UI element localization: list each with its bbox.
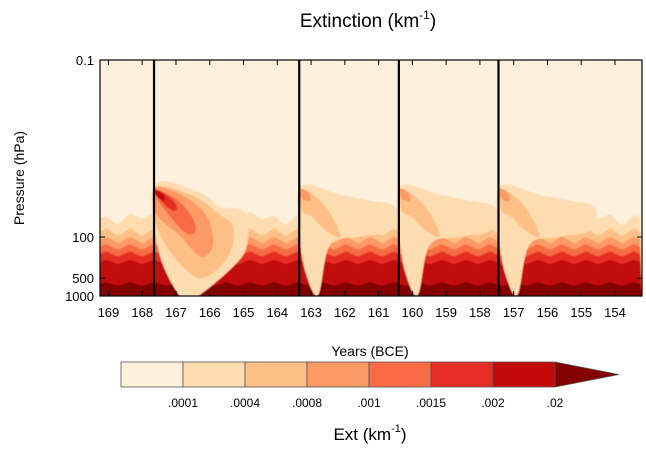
y-tick-label-1000: 1000 — [65, 289, 94, 304]
x-tick-label-164: 164 — [266, 305, 288, 320]
colorbar-segment-1 — [120, 361, 184, 388]
plot-frame — [99, 59, 643, 297]
colorbar-extend-arrow — [554, 361, 620, 388]
x-tick-label-161: 161 — [368, 305, 390, 320]
x-tick-label-156: 156 — [537, 305, 559, 320]
colorbar-segment-4 — [306, 361, 370, 388]
colorbar-label-3: .0008 — [292, 396, 322, 410]
x-tick-label-169: 169 — [98, 305, 120, 320]
x-tick-label-157: 157 — [503, 305, 525, 320]
colorbar-label-2: .0004 — [230, 396, 260, 410]
plume-167.65-level-6 — [154, 189, 166, 201]
y-axis-label: Pressure (hPa) — [11, 131, 27, 225]
lower-troposphere-band-7 — [100, 282, 642, 296]
x-tick-label-165: 165 — [233, 305, 255, 320]
colorbar: .0001 .0004 .0008 .001 .0015 .002 .02 — [120, 361, 620, 410]
colorbar-title: Ext (km-1) — [333, 423, 406, 444]
x-tick-label-160: 160 — [402, 305, 424, 320]
chart-title-close: ) — [430, 11, 436, 32]
x-tick-label-168: 168 — [131, 305, 153, 320]
chart-title-text: Extinction (km — [300, 11, 419, 32]
x-tick-label-155: 155 — [570, 305, 592, 320]
colorbar-segment-2 — [182, 361, 246, 388]
colorbar-title-superscript: -1 — [391, 423, 401, 435]
plume-160.4-level-3 — [399, 188, 411, 202]
colorbar-label-1: .0001 — [168, 396, 198, 410]
x-tick-label-162: 162 — [334, 305, 356, 320]
colorbar-label-6: .002 — [481, 396, 505, 410]
colorbar-segment-3 — [244, 361, 308, 388]
colorbar-segment-6 — [430, 361, 494, 388]
colorbar-title-close: ) — [401, 425, 407, 444]
x-axis: 169 168 167 166 165 164 163 162 161 160 159 158 157 1… — [98, 60, 626, 320]
extinction-contours — [100, 181, 642, 296]
y-axis: 0.1 100 500 1000 — [65, 53, 642, 304]
x-tick-label-159: 159 — [435, 305, 457, 320]
x-tick-label-154: 154 — [604, 305, 626, 320]
x-axis-label: Years (BCE) — [331, 343, 408, 359]
plume-157.45-level-3 — [499, 188, 510, 202]
y-tick-label-500: 500 — [72, 271, 94, 286]
chart-title-superscript: -1 — [419, 8, 430, 22]
colorbar-segment-7 — [492, 361, 556, 388]
y-tick-label-0.1: 0.1 — [76, 53, 94, 68]
x-tick-label-166: 166 — [199, 305, 221, 320]
plot-area — [100, 60, 642, 296]
x-tick-label-163: 163 — [300, 305, 322, 320]
colorbar-label-4: .001 — [357, 396, 381, 410]
colorbar-title-text: Ext (km — [333, 425, 391, 444]
x-tick-label-158: 158 — [469, 305, 491, 320]
plume-163.35-level-3 — [299, 188, 311, 202]
x-tick-label-167: 167 — [165, 305, 187, 320]
colorbar-label-7: .02 — [547, 396, 564, 410]
colorbar-segment-5 — [368, 361, 432, 388]
chart-title: Extinction (km-1) — [300, 8, 436, 32]
colorbar-label-5: .0015 — [416, 396, 446, 410]
eruption-lines — [152, 60, 500, 296]
y-tick-label-100: 100 — [72, 230, 94, 245]
